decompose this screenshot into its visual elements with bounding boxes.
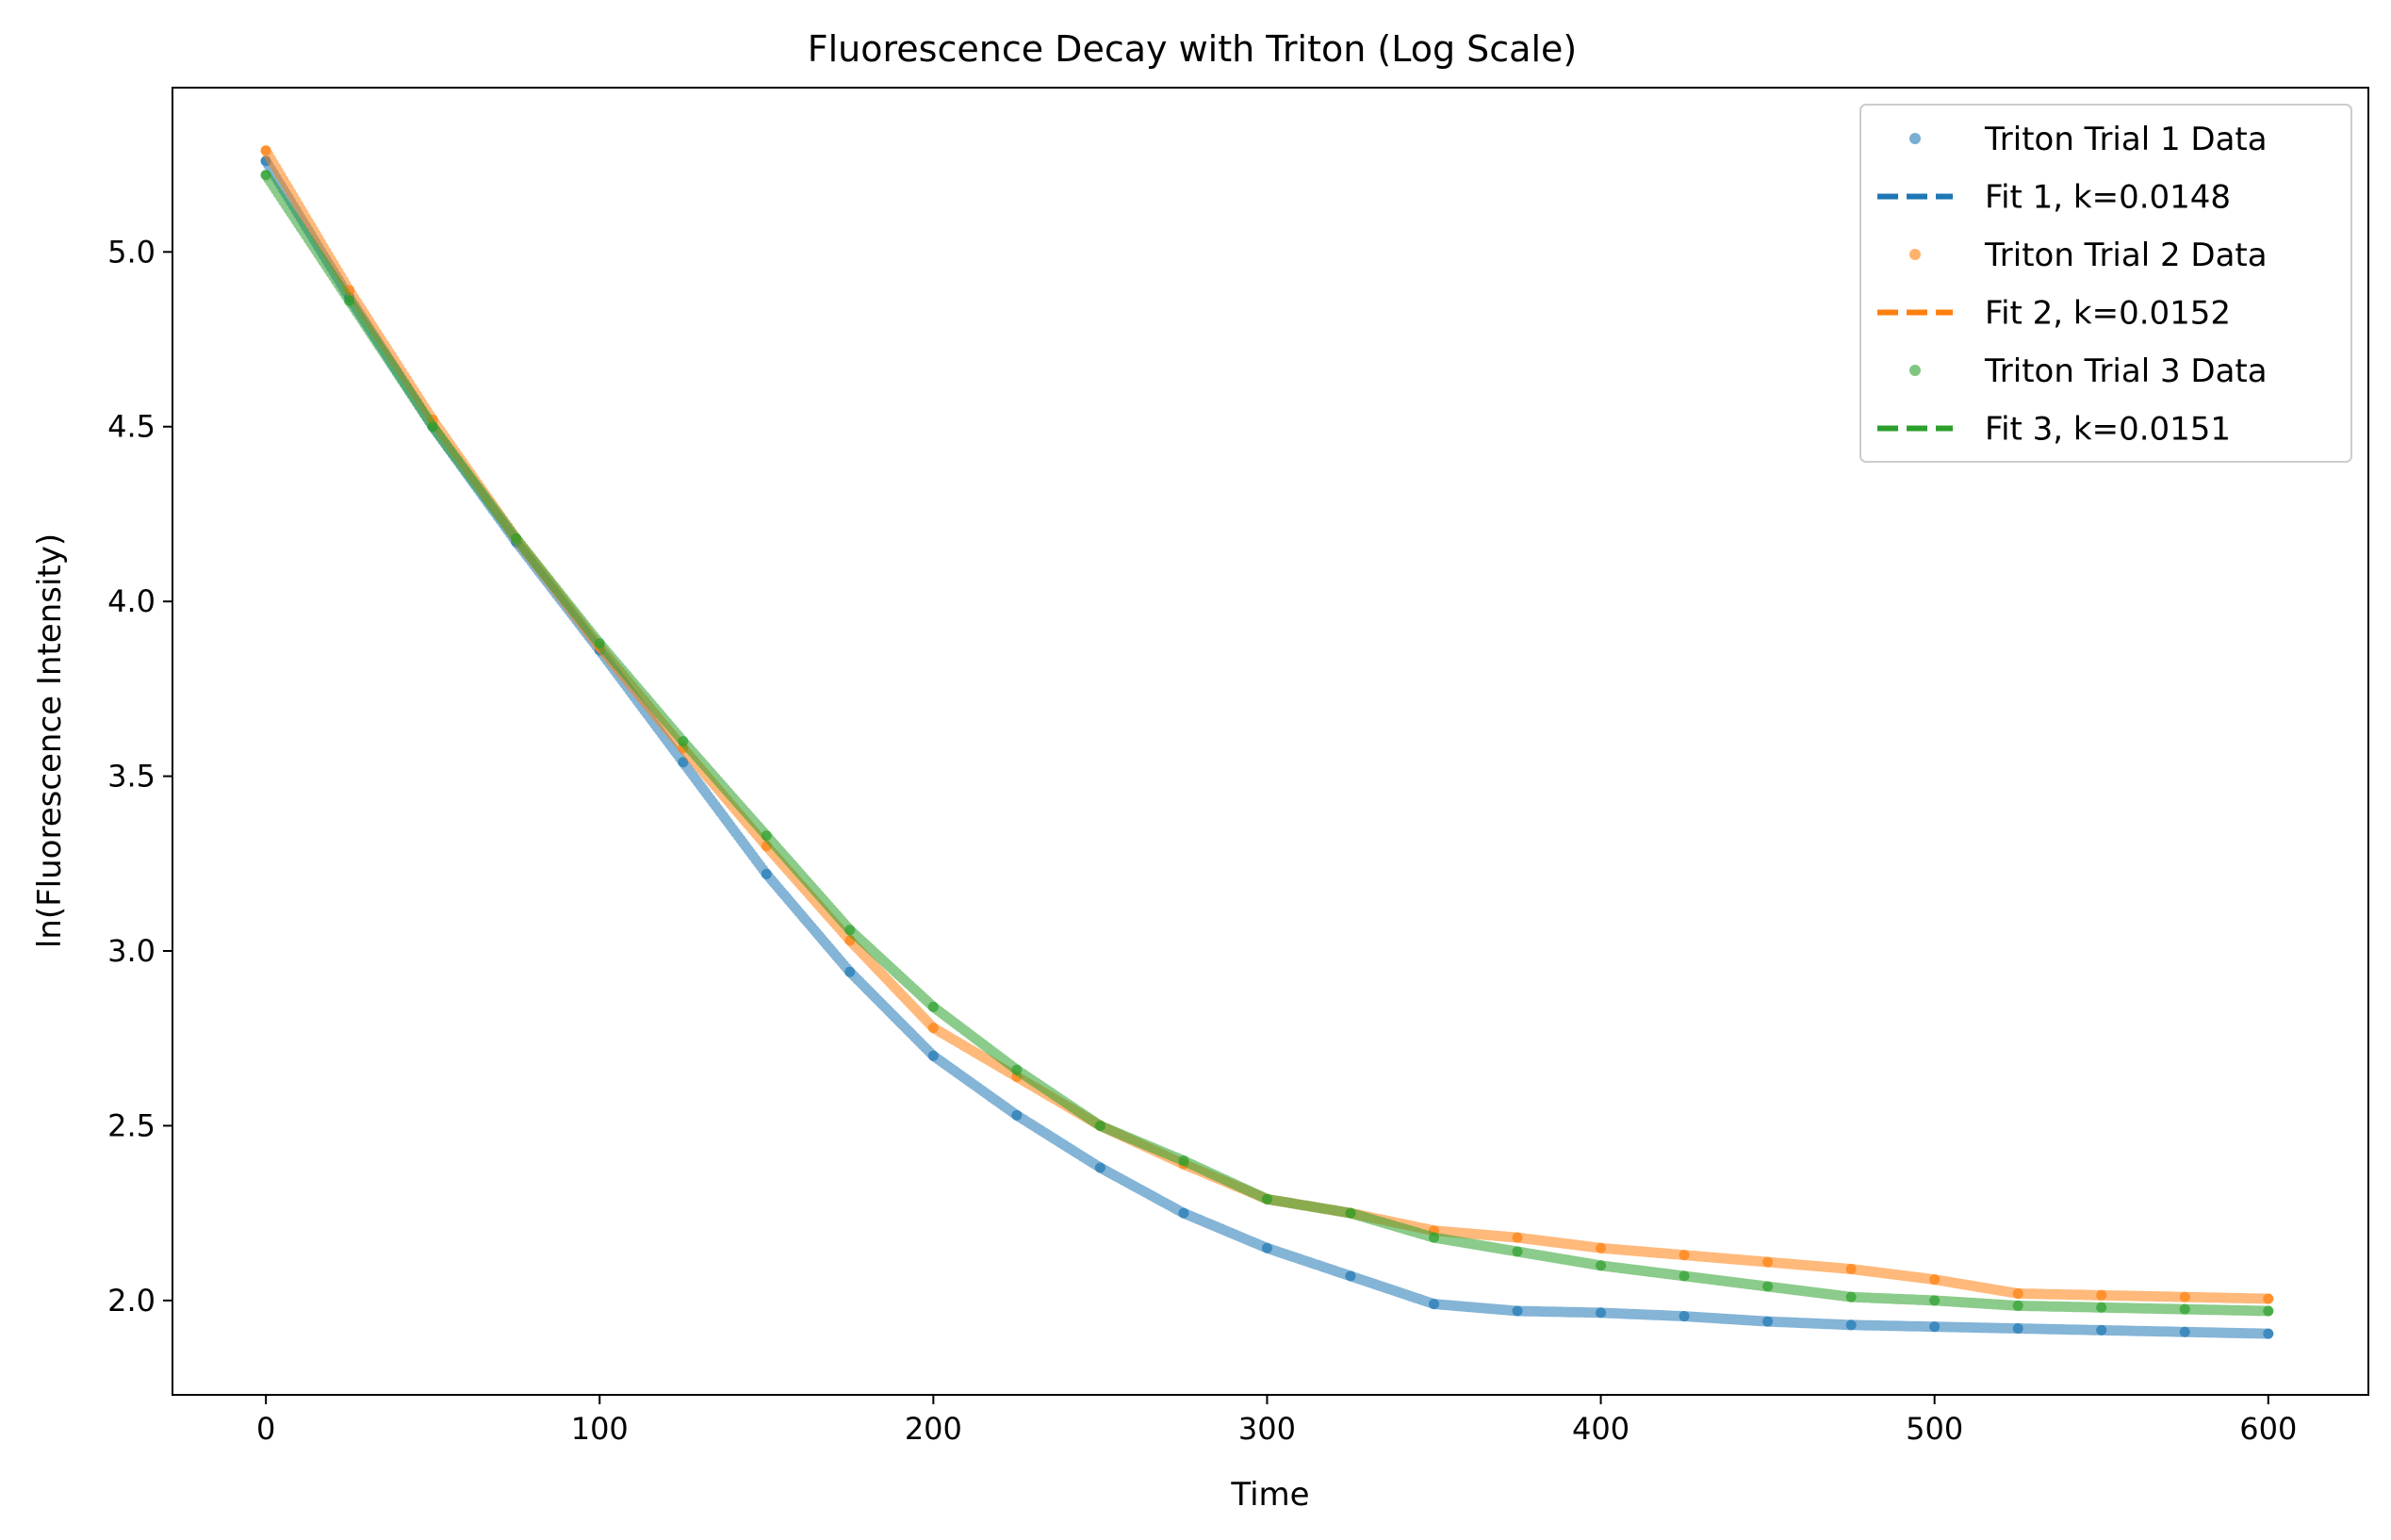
series-2-point [1929, 1274, 1941, 1286]
series-1-point [2012, 1323, 2023, 1335]
series-3-point [1512, 1246, 1523, 1257]
series-1-point [1929, 1321, 1941, 1333]
series-1-point [1512, 1305, 1523, 1317]
legend: Triton Trial 1 Data Fit 1, k=0.0148 Triton… [1859, 104, 2352, 463]
series-1-point [678, 757, 689, 768]
x-axis: 0 100 200 300 400 500 600 [256, 1395, 2297, 1447]
series-3-point [1261, 1193, 1272, 1204]
series-2-point [1679, 1250, 1690, 1261]
legend-label: Fit 3, k=0.0151 [1985, 411, 2231, 449]
x-tick-label: 300 [1238, 1411, 1296, 1447]
series-2-point [2179, 1291, 2190, 1302]
axes-frame [172, 87, 2369, 1396]
legend-item: Fit 2, k=0.0152 [1877, 295, 2231, 333]
series-1-point [1345, 1270, 1356, 1282]
y-tick-label: 4.5 [107, 409, 156, 445]
y-tick-label: 3.0 [107, 933, 156, 969]
x-tick-label: 400 [1572, 1411, 1629, 1447]
legend-marker [1909, 365, 1921, 376]
legend-item: Triton Trial 3 Data [1909, 352, 2268, 390]
series-3-point [260, 170, 271, 181]
series-1-point [1261, 1242, 1272, 1253]
series-3-point [1094, 1120, 1105, 1131]
y-tick-label: 4.0 [107, 583, 156, 619]
series-2-point [2096, 1289, 2107, 1301]
y-tick-label: 5.0 [107, 234, 156, 270]
series-1-point [761, 868, 772, 879]
legend-item: Fit 3, k=0.0151 [1877, 411, 2231, 449]
legend-marker [1909, 249, 1921, 260]
series-3-point [761, 830, 772, 842]
chart-title: Fluorescence Decay with Triton (Log Scal… [808, 28, 1577, 70]
series-1-point [2263, 1328, 2274, 1339]
series-1-point [2096, 1324, 2107, 1335]
series-3-point [927, 1001, 939, 1012]
y-tick-label: 3.5 [107, 759, 156, 795]
series-3-point [1929, 1295, 1941, 1306]
series-1-point [1178, 1207, 1189, 1219]
series-2-point [1596, 1242, 1607, 1253]
legend-item: Triton Trial 1 Data [1909, 121, 2268, 158]
y-tick-label: 2.0 [107, 1283, 156, 1319]
series-3-point [511, 532, 522, 544]
series-3-point [1429, 1232, 1440, 1243]
legend-label: Fit 1, k=0.0148 [1985, 179, 2231, 217]
x-tick-label: 200 [905, 1411, 962, 1447]
series-3-point [2096, 1302, 2107, 1313]
series-2-point [927, 1023, 939, 1034]
legend-label: Triton Trial 3 Data [1984, 352, 2268, 390]
y-axis: 2.0 2.5 3.0 3.5 4.0 4.5 5.0 [107, 234, 172, 1319]
legend-label: Fit 2, k=0.0152 [1985, 295, 2231, 333]
y-tick-label: 2.5 [107, 1107, 156, 1143]
legend-marker [1909, 133, 1921, 144]
series-2-point [2263, 1293, 2274, 1304]
series-2-point [2012, 1287, 2023, 1299]
series-1-point [2179, 1326, 2190, 1337]
plot-area [260, 145, 2274, 1339]
x-tick-label: 0 [256, 1411, 275, 1447]
legend-item: Triton Trial 2 Data [1909, 237, 2268, 274]
x-tick-label: 100 [571, 1411, 629, 1447]
series-3-point [1762, 1281, 1774, 1292]
series-3-point [1345, 1207, 1356, 1219]
series-2-point [1512, 1232, 1523, 1243]
series-3-point [344, 295, 355, 306]
series-3-point [1178, 1155, 1189, 1167]
x-tick-label: 600 [2239, 1411, 2297, 1447]
series-3-point [2012, 1300, 2023, 1311]
series-1-point [1429, 1299, 1440, 1310]
series-2-point [260, 145, 271, 156]
legend-label: Triton Trial 2 Data [1984, 237, 2268, 274]
series-1-point [1094, 1162, 1105, 1173]
series-1-point [1011, 1109, 1023, 1121]
series-3-point [1845, 1291, 1857, 1302]
series-3-point [2263, 1305, 2274, 1317]
series-3-point [594, 638, 605, 649]
series-3 [260, 170, 2274, 1317]
series-2-point [1845, 1263, 1857, 1274]
series-3-point [844, 925, 856, 936]
series-1-point [1679, 1311, 1690, 1322]
series-3-point [1011, 1064, 1023, 1075]
series-3-point [678, 736, 689, 746]
series-2-point [1762, 1256, 1774, 1268]
y-axis-label: ln(Fluorescence Intensity) [31, 533, 69, 948]
x-axis-label: Time [1230, 1476, 1309, 1514]
series-1-point [1762, 1316, 1774, 1327]
legend-label: Triton Trial 1 Data [1984, 121, 2268, 158]
series-3-point [2179, 1303, 2190, 1315]
series-3-point [427, 421, 438, 433]
series-1-point [844, 966, 856, 977]
series-3-point [1596, 1260, 1607, 1271]
legend-item: Fit 1, k=0.0148 [1877, 179, 2231, 217]
series-1-point [1596, 1307, 1607, 1319]
series-1-point [1845, 1319, 1857, 1331]
series-3-point [1679, 1270, 1690, 1282]
x-tick-label: 500 [1906, 1411, 1963, 1447]
legend-box [1859, 104, 2352, 463]
series-1-point [927, 1050, 939, 1061]
